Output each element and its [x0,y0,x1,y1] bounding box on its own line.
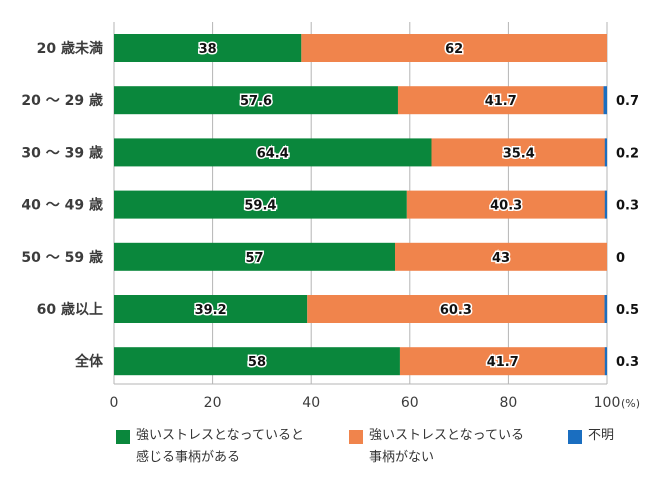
legend-item-stress-no: 強いストレスとなっている 事柄がない [349,428,524,469]
x-tick-label: 80 [499,395,517,411]
x-tick-label: 60 [401,395,419,411]
bar-segment-series-1 [399,347,606,376]
data-label: 57 [245,251,263,266]
x-unit-label: (%) [621,397,640,410]
bar-segment-series-0 [114,34,302,62]
data-label: 40.3 [490,199,522,214]
legend-swatch-blue [568,430,582,444]
bar-segment-series-1 [431,138,607,167]
data-label: 60.3 [440,303,472,318]
data-label: 62 [445,42,463,57]
bar-segment-series-0 [114,242,396,271]
data-label: 41.7 [487,355,519,370]
bar-segment-series-0 [114,295,308,323]
data-label: 64.4 [257,146,289,161]
legend: 強いストレスとなっていると 感じる事柄がある 強いストレスとなっている 事柄がな… [0,428,669,478]
bar-segment-series-1 [307,295,605,323]
x-tick-label: 100 [594,395,621,411]
legend-label-line2: 感じる事柄がある [136,450,241,465]
bar-segment-series-1 [301,34,607,62]
legend-item-unknown: 不明 [568,428,614,447]
category-label: 20 歳未満 [37,40,103,57]
bar-segment-series-0 [114,138,432,167]
data-label: 38 [199,42,217,57]
bar-segment-series-0 [114,86,398,115]
x-tick-labels: 0 20 40 60 80 100 (%) [110,395,641,411]
data-label-unknown: 0.7 [616,94,639,109]
bars: 38 62 57.6 41.7 0.7 64.4 35.4 0.2 59.4 40.3 0.3 57 4… [114,34,639,376]
data-label: 35.4 [503,146,535,161]
bar-segment-series-0 [114,190,407,219]
category-label: 20 ～ 29 歳 [21,92,103,109]
data-label-unknown: 0.3 [616,355,639,370]
category-label: 全体 [74,353,104,370]
bar-segment-series-1 [397,86,604,115]
legend-swatch-green [116,430,130,444]
data-label: 43 [492,251,510,266]
bar-segment-series-2 [604,138,607,167]
data-label: 41.7 [485,94,517,109]
data-label: 59.4 [244,199,276,214]
data-label-unknown: 0.2 [616,146,639,161]
bar-segment-series-2 [604,347,607,376]
legend-label-line1: 強いストレスとなっていると [136,428,304,443]
data-label: 58 [248,355,266,370]
x-tick-label: 40 [302,395,320,411]
data-label-unknown: 0.5 [616,303,639,318]
x-tick-label: 20 [204,395,222,411]
legend-item-stress-yes: 強いストレスとなっていると 感じる事柄がある [116,428,304,469]
bar-segment-series-1 [406,190,606,219]
bar-segment-series-2 [603,86,607,115]
bar-segment-series-2 [604,190,607,219]
category-label: 40 ～ 49 歳 [21,197,103,214]
category-label: 30 ～ 39 歳 [21,144,103,161]
data-label: 57.6 [240,94,272,109]
data-label-unknown: 0 [616,251,625,266]
legend-swatch-orange [349,430,363,444]
legend-label-line1: 強いストレスとなっている [369,428,524,443]
category-label: 50 ～ 59 歳 [21,249,103,266]
legend-label: 不明 [588,428,615,443]
legend-label-line2: 事柄がない [369,450,435,465]
bar-segment-series-0 [114,347,400,376]
data-label-unknown: 0.3 [616,199,639,214]
data-label: 39.2 [195,303,227,318]
category-labels: 20 歳未満 20 ～ 29 歳 30 ～ 39 歳 40 ～ 49 歳 50 ～ 59… [21,40,104,370]
category-label: 60 歳以上 [37,301,103,318]
bar-segment-series-1 [395,242,607,271]
bar-segment-series-2 [604,295,607,323]
x-tick-label: 0 [110,395,119,411]
